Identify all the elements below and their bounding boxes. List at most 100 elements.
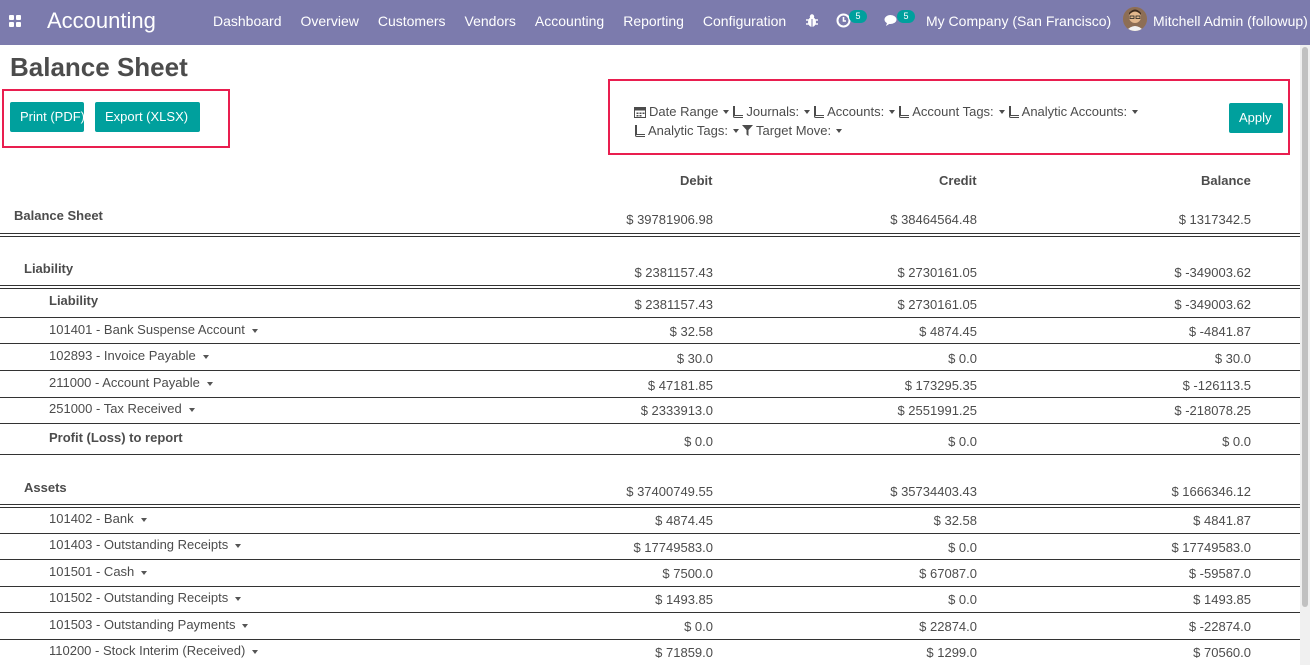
- debit-value: $ 0.0: [684, 619, 713, 634]
- debit-value: $ 2333913.0: [640, 403, 713, 418]
- column-header-debit: Debit: [680, 173, 713, 188]
- debit-value: $ 32.58: [669, 324, 713, 339]
- credit-value: $ 22874.0: [919, 619, 977, 634]
- balance-value: $ 4841.87: [1193, 513, 1251, 528]
- accounts-filter[interactable]: Accounts:: [813, 102, 896, 121]
- row-divider: [0, 288, 1300, 289]
- credit-value: $ 0.0: [948, 592, 977, 607]
- analytic-tags-filter[interactable]: Analytic Tags:: [634, 121, 739, 140]
- scrollbar-thumb[interactable]: [1302, 47, 1308, 607]
- account-name[interactable]: 102893 - Invoice Payable: [49, 348, 209, 363]
- debit-value: $ 17749583.0: [633, 540, 713, 555]
- chevron-down-icon: [732, 128, 739, 133]
- chevron-down-icon[interactable]: [235, 596, 242, 601]
- credit-value: $ 35734403.43: [890, 484, 977, 499]
- row-divider: [0, 423, 1300, 424]
- balance-value: $ -126113.5: [1182, 378, 1251, 393]
- apps-menu-icon[interactable]: [9, 15, 22, 28]
- row-divider: [0, 612, 1300, 613]
- target-move-filter[interactable]: Target Move:: [741, 121, 843, 140]
- user-menu[interactable]: Mitchell Admin (followup): [1153, 13, 1308, 29]
- row-divider: [0, 533, 1300, 534]
- balance-value: $ 70560.0: [1193, 645, 1251, 660]
- debit-value: $ 39781906.98: [626, 212, 713, 227]
- chevron-down-icon: [998, 109, 1005, 114]
- menu-item-overview[interactable]: Overview: [300, 13, 359, 29]
- book-icon: [635, 124, 645, 137]
- account-name-text: 102893 - Invoice Payable: [49, 348, 196, 363]
- apply-button[interactable]: Apply: [1229, 103, 1283, 133]
- row-divider: [0, 370, 1300, 371]
- app-brand[interactable]: Accounting: [47, 8, 156, 33]
- account-tags-label: Account Tags:: [912, 104, 994, 119]
- row-divider: [0, 507, 1300, 508]
- account-name[interactable]: 251000 - Tax Received: [49, 401, 195, 416]
- debug-bug-icon[interactable]: [805, 13, 819, 29]
- book-icon: [1008, 105, 1019, 118]
- account-name-text: 101403 - Outstanding Receipts: [49, 537, 229, 552]
- account-name[interactable]: 101502 - Outstanding Receipts: [49, 590, 242, 605]
- chevron-down-icon[interactable]: [206, 381, 213, 386]
- row-name: Balance Sheet: [14, 208, 103, 223]
- menu-item-customers[interactable]: Customers: [377, 13, 446, 29]
- account-tags-filter[interactable]: Account Tags:: [898, 102, 1005, 121]
- column-header-credit: Credit: [939, 173, 977, 188]
- account-name[interactable]: 101501 - Cash: [49, 564, 148, 579]
- chevron-down-icon[interactable]: [242, 623, 249, 628]
- account-name-text: 101502 - Outstanding Receipts: [49, 590, 229, 605]
- credit-value: $ 32.58: [933, 513, 977, 528]
- account-name[interactable]: 211000 - Account Payable: [49, 375, 213, 390]
- menu-item-vendors[interactable]: Vendors: [464, 13, 516, 29]
- debit-value: $ 7500.0: [662, 566, 713, 581]
- page-scrollbar[interactable]: [1300, 45, 1310, 665]
- account-name[interactable]: 101402 - Bank: [49, 511, 147, 526]
- menu-item-accounting[interactable]: Accounting: [534, 13, 605, 29]
- chevron-down-icon[interactable]: [202, 354, 209, 359]
- chevron-down-icon[interactable]: [235, 543, 242, 548]
- account-name[interactable]: 101503 - Outstanding Payments: [49, 617, 249, 632]
- message-count-badge: 5: [897, 10, 915, 23]
- date-range-filter[interactable]: Date Range: [634, 102, 730, 121]
- row-divider: [0, 236, 1300, 237]
- chevron-down-icon[interactable]: [140, 517, 147, 522]
- accounts-label: Accounts:: [827, 104, 885, 119]
- chevron-down-icon[interactable]: [141, 570, 148, 575]
- account-name[interactable]: 101401 - Bank Suspense Account: [49, 322, 258, 337]
- row-name: Liability: [24, 261, 74, 276]
- credit-value: $ 2730161.05: [897, 297, 977, 312]
- row-divider: [0, 559, 1300, 560]
- date-range-label: Date Range: [649, 104, 719, 119]
- credit-value: $ 0.0: [948, 434, 977, 449]
- menu-item-configuration[interactable]: Configuration: [702, 13, 787, 29]
- debit-value: $ 71859.0: [655, 645, 713, 660]
- row-name: Profit (Loss) to report: [49, 430, 183, 445]
- account-name-text: 101401 - Bank Suspense Account: [49, 322, 245, 337]
- credit-value: $ 173295.35: [904, 378, 977, 393]
- account-name[interactable]: 101403 - Outstanding Receipts: [49, 537, 242, 552]
- balance-value: $ 1317342.5: [1178, 212, 1251, 227]
- account-name-text: 211000 - Account Payable: [49, 375, 200, 390]
- row-divider: [0, 454, 1300, 455]
- company-switcher[interactable]: My Company (San Francisco): [926, 13, 1112, 29]
- row-divider: [0, 586, 1300, 587]
- export-xlsx-button[interactable]: Export (XLSX): [95, 102, 200, 132]
- chevron-down-icon[interactable]: [251, 328, 258, 333]
- menu-item-reporting[interactable]: Reporting: [623, 13, 684, 29]
- user-avatar[interactable]: [1123, 7, 1147, 31]
- balance-value: $ 17749583.0: [1171, 540, 1251, 555]
- chevron-down-icon[interactable]: [252, 649, 259, 654]
- chat-icon[interactable]: [884, 14, 899, 27]
- debit-value: $ 37400749.55: [626, 484, 713, 499]
- analytic-accounts-filter[interactable]: Analytic Accounts:: [1008, 102, 1139, 121]
- chevron-down-icon[interactable]: [188, 407, 195, 412]
- print-pdf-button[interactable]: Print (PDF): [10, 102, 85, 132]
- menu-item-dashboard[interactable]: Dashboard: [213, 13, 282, 29]
- analytic-accounts-label: Analytic Accounts:: [1021, 104, 1128, 119]
- debit-value: $ 47181.85: [647, 378, 713, 393]
- journals-label: Journals:: [746, 104, 800, 119]
- highlight-box-filters: [608, 79, 1290, 155]
- journals-filter[interactable]: Journals:: [732, 102, 811, 121]
- activity-count-badge: 5: [849, 10, 867, 23]
- account-name[interactable]: 110200 - Stock Interim (Received): [49, 643, 259, 658]
- balance-value: $ -4841.87: [1188, 324, 1251, 339]
